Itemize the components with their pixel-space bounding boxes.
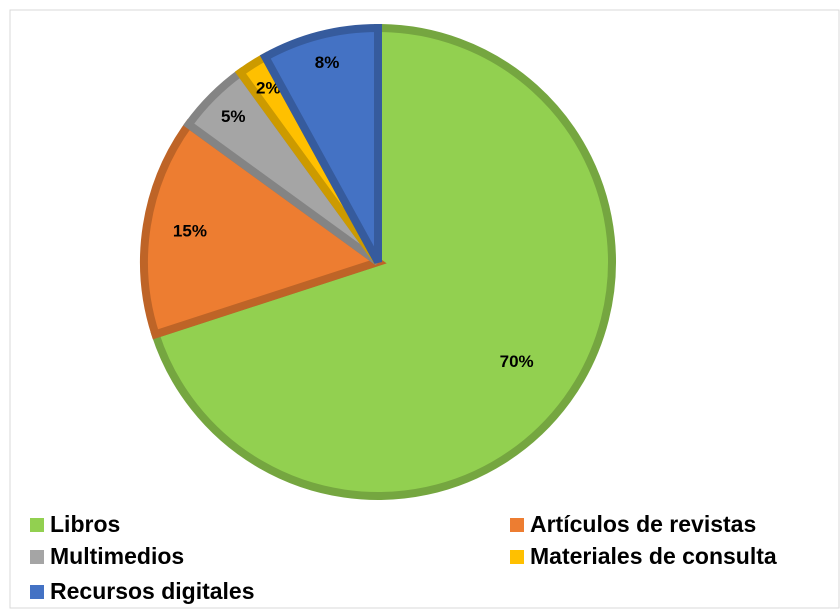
legend-label: Recursos digitales [50,578,255,604]
legend-label: Multimedios [50,543,184,569]
data-label: 70% [500,352,534,371]
legend-swatch [510,518,524,532]
data-label: 8% [315,53,340,72]
legend-label: Materiales de consulta [530,543,777,569]
legend-swatch [30,585,44,599]
legend-label: Artículos de revistas [530,511,756,537]
data-label: 15% [173,222,207,241]
pie-slice [140,118,387,340]
data-label: 2% [256,79,281,98]
data-label: 5% [221,107,246,126]
legend-label: Libros [50,511,120,537]
legend-swatch [510,550,524,564]
legend-swatch [30,550,44,564]
legend-swatch [30,518,44,532]
pie-slice [259,23,382,264]
